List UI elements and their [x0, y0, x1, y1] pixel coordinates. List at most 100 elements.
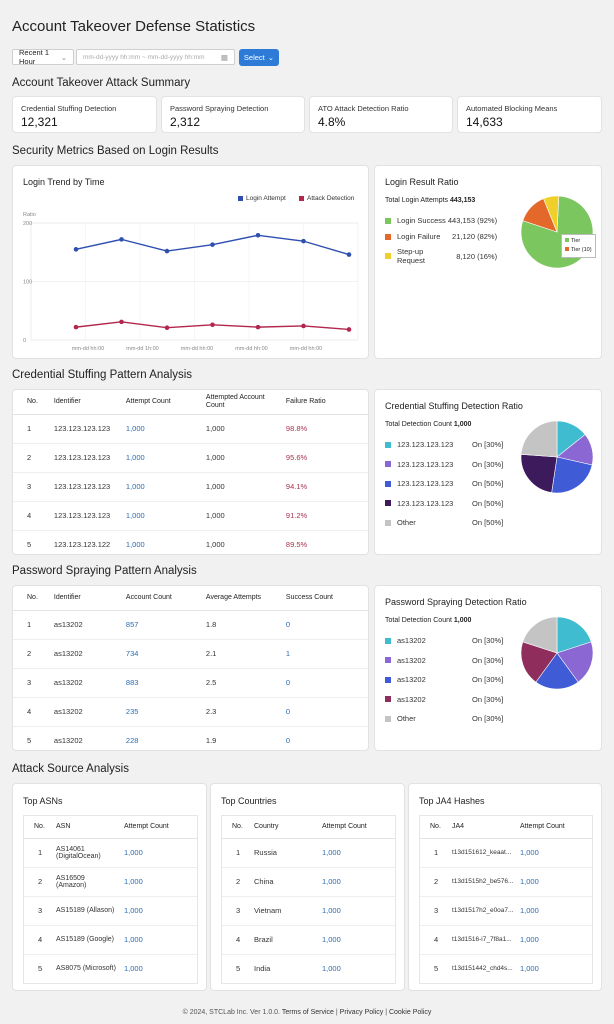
table-row[interactable]: 2 AS16509 (Amazon) 1,000 [24, 867, 197, 897]
table-row[interactable]: 1 AS14061 (DigitalOcean) 1,000 [24, 838, 197, 868]
summary-card-value: 14,633 [466, 115, 503, 129]
table-row[interactable]: 1 t13d151612_keaat... 1,000 [420, 838, 592, 868]
cell-attempt-count[interactable]: 1,000 [318, 838, 395, 868]
cell-attempt-count[interactable]: 1,000 [520, 964, 539, 974]
table-row[interactable]: 5 AS8075 (Microsoft) 1,000 [24, 954, 197, 983]
login-ratio-card: Login Result Ratio Total Login Attempts … [374, 165, 602, 359]
cell-success-count[interactable]: 0 [281, 697, 368, 727]
cell-attempt-count[interactable]: 1,000 [516, 925, 592, 955]
cell-account-count[interactable]: 857 [121, 610, 202, 640]
ratio-legend-item: 123.123.123.123 On [50%] [385, 499, 503, 508]
ps-title: Password Spraying Pattern Analysis [12, 565, 197, 577]
table-row[interactable]: 5 India 1,000 [222, 954, 395, 983]
cell-failure-ratio: 89.5% [285, 540, 308, 550]
total-login-attempts: Total Login Attempts 443,153 [385, 197, 475, 204]
cs-ratio-card: Credential Stuffing Detection Ratio Tota… [374, 389, 602, 555]
ratio-legend-item: 123.123.123.123 On [30%] [385, 440, 503, 449]
table-row[interactable]: 4 123.123.123.123 1,000 1,000 91.2% [13, 501, 368, 531]
cell-attempt-count[interactable]: 1,000 [318, 925, 395, 955]
cell-attempt-count[interactable]: 1,000 [318, 867, 395, 897]
table-row[interactable]: 3 t13d1517h2_e0oa7... 1,000 [420, 896, 592, 926]
cell-attempt-count[interactable]: 1,000 [120, 838, 197, 868]
top-ja4-card: Top JA4 Hashes No. JA4 Attempt Count 1 t13d… [408, 783, 602, 991]
cell-account-count: 1,000 [201, 414, 282, 444]
metrics-title: Security Metrics Based on Login Results [12, 145, 219, 157]
cell-success-count[interactable]: 0 [281, 668, 368, 698]
privacy-link[interactable]: Privacy Policy [339, 1009, 384, 1016]
top-countries-title: Top Countries [221, 796, 277, 806]
tooltip-row: Tier (10) [565, 246, 592, 255]
ps-ratio-pie [520, 616, 594, 690]
date-range-input[interactable]: mm-dd-yyyy hh:mm ~ mm-dd-yyyy hh:mm ▦ [76, 49, 235, 65]
table-row[interactable]: 3 as13202 883 2.5 0 [13, 668, 368, 698]
table-row[interactable]: 1 as13202 857 1.8 0 [13, 610, 368, 640]
summary-card-value: 2,312 [170, 115, 201, 129]
cell-attempt-count[interactable]: 1,000 [322, 964, 341, 974]
table-row[interactable]: 2 t13d1515h2_be576... 1,000 [420, 867, 592, 897]
table-row[interactable]: 2 as13202 734 2.1 1 [13, 639, 368, 669]
cell-failure-ratio: 94.1% [281, 472, 368, 502]
cell-success-count[interactable]: 1 [281, 639, 368, 669]
cell-attempt-count[interactable]: 1,000 [120, 867, 197, 897]
cell-attempt-count[interactable]: 1,000 [318, 896, 395, 926]
cell-attempt-count[interactable]: 1,000 [121, 443, 202, 473]
pie-slice [551, 456, 593, 494]
cell-account-count[interactable]: 734 [121, 639, 202, 669]
total-value: 1,000 [453, 421, 472, 428]
top-countries-table-wrap: No. Country Attempt Count 1 Russia 1,000 2 Ch… [221, 815, 396, 984]
cell-attempt-count[interactable]: 1,000 [125, 540, 145, 550]
col-header: No. [420, 816, 448, 839]
legend-swatch [385, 715, 391, 722]
range-dropdown[interactable]: Recent 1 Hour ⌄ [12, 48, 74, 66]
summary-card-label: Password Spraying Detection [170, 104, 269, 113]
table-row[interactable]: 5 123.123.123.122 1,000 1,000 89.5% [13, 530, 368, 559]
cell-attempt-count[interactable]: 1,000 [121, 472, 202, 502]
ratio-legend-item: Other On [50%] [385, 518, 503, 527]
cell-average-attempts: 2.5 [201, 668, 282, 698]
table-row[interactable]: 3 123.123.123.123 1,000 1,000 94.1% [13, 472, 368, 502]
table-row[interactable]: 5 t13d151442_chd4s... 1,000 [420, 954, 592, 983]
cell-no: 3 [222, 896, 250, 926]
cell-attempt-count[interactable]: 1,000 [120, 896, 197, 926]
table-row[interactable]: 4 t13d1516-i7_7f8a1... 1,000 [420, 925, 592, 955]
cell-attempt-count[interactable]: 1,000 [124, 964, 143, 974]
cs-title: Credential Stuffing Pattern Analysis [12, 369, 193, 381]
table-row[interactable]: 2 China 1,000 [222, 867, 395, 897]
select-button[interactable]: Select ⌄ [239, 49, 279, 66]
cell-attempt-count[interactable]: 1,000 [121, 501, 202, 531]
terms-link[interactable]: Terms of Service [281, 1009, 334, 1016]
cell-account-count[interactable]: 228 [125, 736, 139, 746]
table-row[interactable]: 4 as13202 235 2.3 0 [13, 697, 368, 727]
table-row[interactable]: 4 AS15189 (Google) 1,000 [24, 925, 197, 955]
cell-failure-ratio: 98.8% [281, 414, 368, 444]
cell-account-count[interactable]: 235 [121, 697, 202, 727]
cell-attempt-count[interactable]: 1,000 [516, 838, 592, 868]
cs-total: Total Detection Count 1,000 [385, 421, 471, 428]
table-row[interactable]: 1 123.123.123.123 1,000 1,000 98.8% [13, 414, 368, 444]
legend-swatch [385, 233, 391, 240]
cell-ja4: t13d1516-i7_7f8a1... [448, 925, 516, 955]
cell-success-count[interactable]: 0 [281, 610, 368, 640]
table-row[interactable]: 4 Brazil 1,000 [222, 925, 395, 955]
table-row[interactable]: 3 Vietnam 1,000 [222, 896, 395, 926]
legend-count: 443,153 [447, 216, 475, 225]
cell-attempt-count[interactable]: 1,000 [121, 414, 202, 444]
table-row[interactable]: 2 123.123.123.123 1,000 1,000 95.6% [13, 443, 368, 473]
cell-no: 3 [13, 472, 42, 502]
cookie-link[interactable]: Cookie Policy [388, 1009, 432, 1016]
cell-success-count[interactable]: 0 [285, 736, 291, 746]
legend-swatch [385, 461, 391, 467]
cell-failure-ratio: 95.6% [281, 443, 368, 473]
footer: © 2024, STCLab Inc. Ver 1.0.0. Terms of … [182, 1009, 432, 1016]
ratio-legend-item: 123.123.123.123 On [50%] [385, 479, 503, 488]
table-row[interactable]: 5 as13202 228 1.9 0 [13, 726, 368, 755]
cell-attempt-count[interactable]: 1,000 [120, 925, 197, 955]
table-row[interactable]: 3 AS15189 (Allason) 1,000 [24, 896, 197, 926]
table-row[interactable]: 1 Russia 1,000 [222, 838, 395, 868]
cell-attempt-count[interactable]: 1,000 [516, 867, 592, 897]
cell-attempt-count[interactable]: 1,000 [516, 896, 592, 926]
cell-account-count[interactable]: 883 [121, 668, 202, 698]
cell-ja4: t13d1515h2_be576... [448, 867, 516, 897]
cs-table: No. Identifier Attempt Count Attempted A… [13, 390, 368, 559]
